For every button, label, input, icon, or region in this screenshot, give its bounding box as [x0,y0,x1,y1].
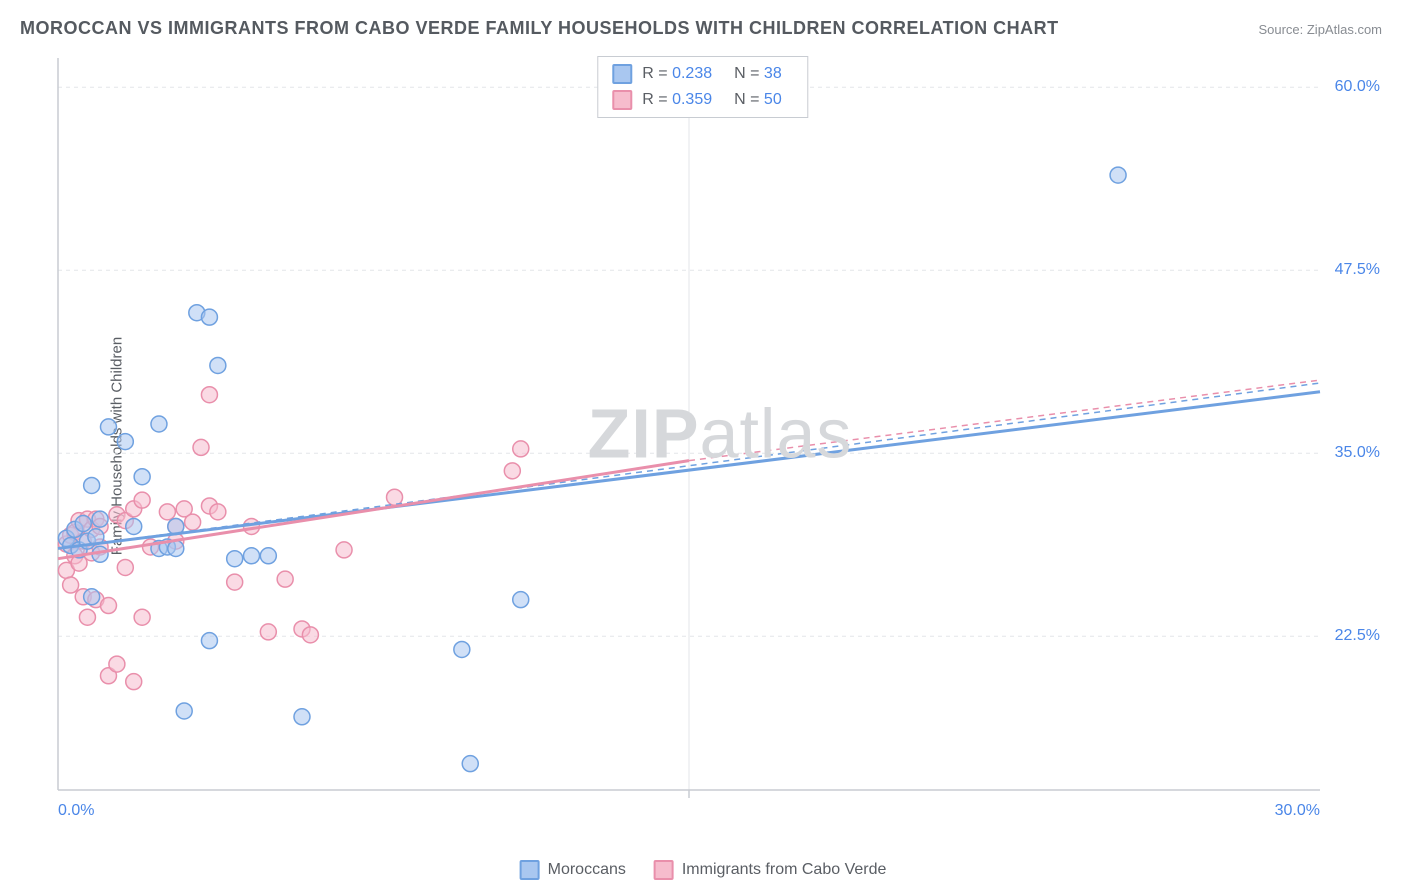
stats-legend: R = 0.238 N = 38 R = 0.359 N = 50 [597,56,808,118]
source-attribution: Source: ZipAtlas.com [1258,22,1382,37]
legend-swatch-1 [654,860,674,880]
r-label: R = [642,65,672,82]
series-legend: Moroccans Immigrants from Cabo Verde [520,860,887,880]
legend-label-0: Moroccans [548,861,626,879]
r-label: R = [642,91,672,108]
swatch-series-1 [612,90,632,110]
stats-row-series-1: R = 0.359 N = 50 [598,87,807,113]
x-tick-label: 0.0% [58,802,94,820]
n-value-1: 50 [764,91,782,108]
y-tick-label: 60.0% [1335,78,1380,96]
swatch-series-0 [612,64,632,84]
stats-row-series-0: R = 0.238 N = 38 [598,61,807,87]
chart-title: MOROCCAN VS IMMIGRANTS FROM CABO VERDE F… [20,18,1059,39]
r-value-0: 0.238 [672,65,712,82]
scatter-plot: ZIPatlas 22.5%35.0%47.5%60.0%0.0%30.0% [50,50,1390,830]
n-label: N = [734,91,764,108]
n-label: N = [734,65,764,82]
legend-swatch-0 [520,860,540,880]
legend-item-0: Moroccans [520,860,626,880]
chart-svg [50,50,1390,830]
y-tick-label: 35.0% [1335,444,1380,462]
y-tick-label: 22.5% [1335,627,1380,645]
y-tick-label: 47.5% [1335,261,1380,279]
x-tick-label: 30.0% [1275,802,1320,820]
r-value-1: 0.359 [672,91,712,108]
legend-label-1: Immigrants from Cabo Verde [682,861,887,879]
n-value-0: 38 [764,65,782,82]
legend-item-1: Immigrants from Cabo Verde [654,860,887,880]
